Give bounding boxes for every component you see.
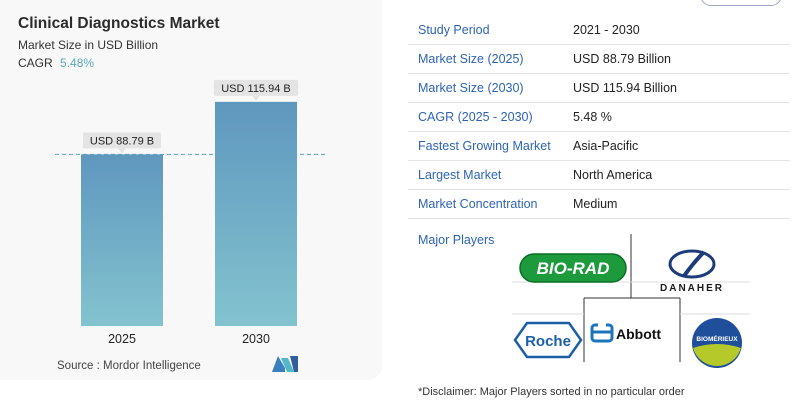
biomerieux-logo-text: BIOMÉRIEUX — [696, 334, 738, 343]
details-row-market-size-2025: Market Size (2025) USD 88.79 Billion — [408, 45, 790, 74]
cagr-value: 5.48% — [60, 56, 95, 70]
details-row-cagr: CAGR (2025 - 2030) 5.48 % — [408, 103, 790, 132]
details-row-largest-market: Largest Market North America — [408, 161, 790, 190]
top-action-button[interactable] — [700, 0, 782, 6]
details-key: Fastest Growing Market — [418, 139, 551, 153]
roche-logo-text: Roche — [525, 333, 571, 350]
market-summary-card: Clinical Diagnostics Market Market Size … — [0, 0, 382, 380]
bio-rad-logo: BIO-RAD — [519, 253, 627, 283]
details-key: Market Concentration — [418, 197, 538, 211]
details-row-fastest-growing: Fastest Growing Market Asia-Pacific — [408, 132, 790, 161]
disclaimer-text: *Disclaimer: Major Players sorted in no … — [418, 386, 685, 398]
details-value: Medium — [573, 197, 618, 211]
cagr-label: CAGR — [18, 56, 53, 70]
details-value: 5.48 % — [573, 110, 612, 124]
details-key: Largest Market — [418, 168, 502, 182]
details-value: USD 88.79 Billion — [573, 52, 671, 66]
cagr-line: CAGR 5.48% — [18, 56, 94, 70]
major-players-label: Major Players — [418, 233, 495, 247]
details-key: Study Period — [418, 23, 490, 37]
details-key: CAGR (2025 - 2030) — [418, 110, 533, 124]
bar-2025 — [81, 154, 163, 326]
details-row-concentration: Market Concentration Medium — [408, 190, 790, 219]
svg-text:USD 88.79 B: USD 88.79 B — [90, 135, 154, 147]
bar-chart: USD 88.79 B 2025 USD 115.94 B 2030 — [55, 79, 328, 346]
svg-text:USD 115.94 B: USD 115.94 B — [221, 83, 291, 95]
danaher-logo-text: DANAHER — [660, 283, 724, 294]
details-key: Market Size (2025) — [418, 52, 524, 66]
data-label-2030: USD 115.94 B — [213, 79, 299, 101]
details-value: 2021 - 2030 — [573, 23, 640, 37]
bar-2030 — [215, 101, 297, 326]
chart-subtitle: Market Size in USD Billion — [18, 38, 159, 52]
market-details-table: Study Period 2021 - 2030 Market Size (20… — [408, 16, 790, 219]
source-text: Source : Mordor Intelligence — [57, 360, 201, 372]
biomerieux-logo: BIOMÉRIEUX — [692, 318, 742, 368]
roche-logo: Roche — [513, 321, 583, 359]
abbott-logo-text: Abbott — [616, 326, 661, 342]
details-row-market-size-2030: Market Size (2030) USD 115.94 Billion — [408, 74, 790, 103]
chart-title: Clinical Diagnostics Market — [18, 15, 220, 32]
x-tick-label-2030: 2030 — [242, 332, 270, 346]
data-label-2025: USD 88.79 B — [82, 132, 162, 154]
x-tick-label-2025: 2025 — [108, 332, 136, 346]
details-key: Market Size (2030) — [418, 81, 524, 95]
details-value: USD 115.94 Billion — [573, 81, 677, 95]
details-value: Asia-Pacific — [573, 139, 639, 153]
bio-rad-logo-text: BIO-RAD — [537, 259, 610, 278]
danaher-logo: DANAHER — [660, 249, 724, 294]
details-value: North America — [573, 168, 653, 182]
details-row-study-period: Study Period 2021 - 2030 — [408, 16, 790, 45]
abbott-logo: Abbott — [590, 322, 661, 343]
mordor-logo-icon — [272, 356, 298, 372]
